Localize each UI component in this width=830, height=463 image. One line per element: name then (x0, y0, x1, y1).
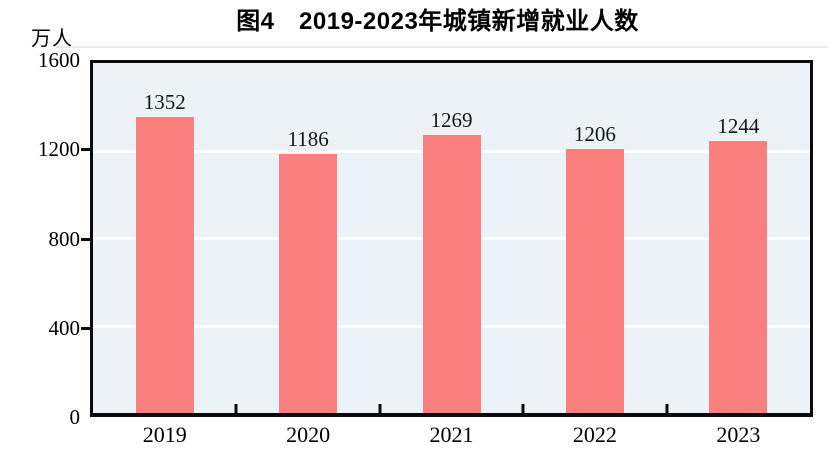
y-tick-mark (81, 326, 90, 330)
y-tick-label: 1600 (38, 48, 80, 72)
bar-value-label: 1186 (287, 126, 329, 151)
title-divider-rule (56, 46, 828, 48)
bar-2023 (709, 140, 768, 413)
x-boundary-tick (378, 404, 382, 413)
x-tick-label-2023: 2023 (716, 422, 761, 447)
bar-2019 (135, 117, 194, 413)
x-boundary-tick (521, 404, 525, 413)
y-tick-label: 800 (48, 226, 81, 251)
plot-inner: 1352 1186 1269 1206 1244 (93, 63, 810, 413)
bar-2021 (422, 135, 481, 413)
bar-value-label: 1269 (430, 108, 473, 133)
bar-category-2023: 1244 (667, 63, 810, 413)
y-tick-label: 400 (48, 315, 81, 340)
y-tick-label: 1200 (38, 137, 80, 162)
x-axis-tick-labels: 2019 2020 2021 2022 2023 (93, 422, 810, 448)
bar-category-2022: 1206 (523, 63, 666, 413)
y-tick-mark (81, 148, 90, 152)
bar-value-label: 1352 (143, 90, 186, 115)
x-tick-label-2021: 2021 (429, 422, 474, 447)
x-boundary-tick (665, 404, 669, 413)
y-tick-mark (81, 237, 90, 241)
bar-category-2020: 1186 (236, 63, 379, 413)
bar-value-label: 1206 (573, 122, 616, 147)
chart-title: 图4 2019-2023年城镇新增就业人数 (236, 8, 639, 35)
x-tick-label-2019: 2019 (142, 422, 187, 447)
x-tick-label-2020: 2020 (286, 422, 331, 447)
y-tick-label: 0 (69, 405, 81, 429)
bar-category-2021: 1269 (380, 63, 523, 413)
x-boundary-tick (234, 404, 238, 413)
bars-row: 1352 1186 1269 1206 1244 (93, 63, 810, 413)
bar-2020 (279, 153, 338, 413)
bar-value-label: 1244 (717, 113, 760, 138)
bar-2022 (565, 149, 624, 413)
bar-category-2019: 1352 (93, 63, 236, 413)
x-tick-label-2022: 2022 (572, 422, 617, 447)
y-axis-unit-label: 万人 (31, 28, 73, 50)
plot-area: 1352 1186 1269 1206 1244 (90, 60, 813, 417)
